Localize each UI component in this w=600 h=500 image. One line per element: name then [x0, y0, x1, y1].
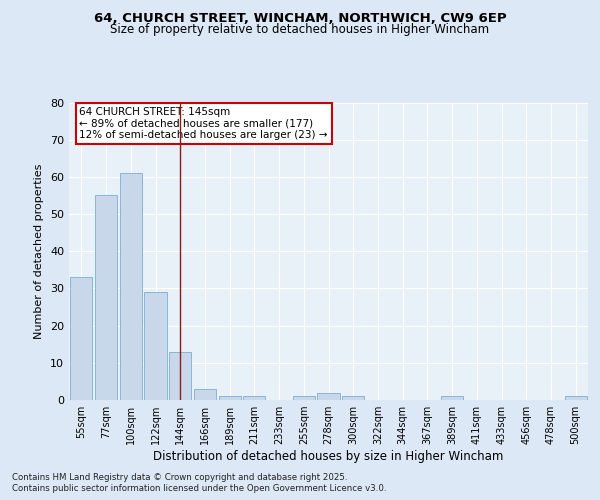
Bar: [119, 173, 142, 400]
Text: Contains HM Land Registry data © Crown copyright and database right 2025.: Contains HM Land Registry data © Crown c…: [12, 472, 347, 482]
Bar: [70, 278, 92, 400]
Text: 64, CHURCH STREET, WINCHAM, NORTHWICH, CW9 6EP: 64, CHURCH STREET, WINCHAM, NORTHWICH, C…: [94, 12, 506, 26]
Text: Size of property relative to detached houses in Higher Wincham: Size of property relative to detached ho…: [110, 24, 490, 36]
X-axis label: Distribution of detached houses by size in Higher Wincham: Distribution of detached houses by size …: [154, 450, 503, 463]
Bar: [194, 389, 216, 400]
Bar: [169, 352, 191, 400]
Bar: [342, 396, 364, 400]
Y-axis label: Number of detached properties: Number of detached properties: [34, 164, 44, 339]
Bar: [95, 196, 117, 400]
Bar: [317, 392, 340, 400]
Bar: [293, 396, 315, 400]
Bar: [243, 396, 265, 400]
Text: Contains public sector information licensed under the Open Government Licence v3: Contains public sector information licen…: [12, 484, 386, 493]
Bar: [441, 396, 463, 400]
Text: 64 CHURCH STREET: 145sqm
← 89% of detached houses are smaller (177)
12% of semi-: 64 CHURCH STREET: 145sqm ← 89% of detach…: [79, 107, 328, 140]
Bar: [145, 292, 167, 400]
Bar: [218, 396, 241, 400]
Bar: [565, 396, 587, 400]
